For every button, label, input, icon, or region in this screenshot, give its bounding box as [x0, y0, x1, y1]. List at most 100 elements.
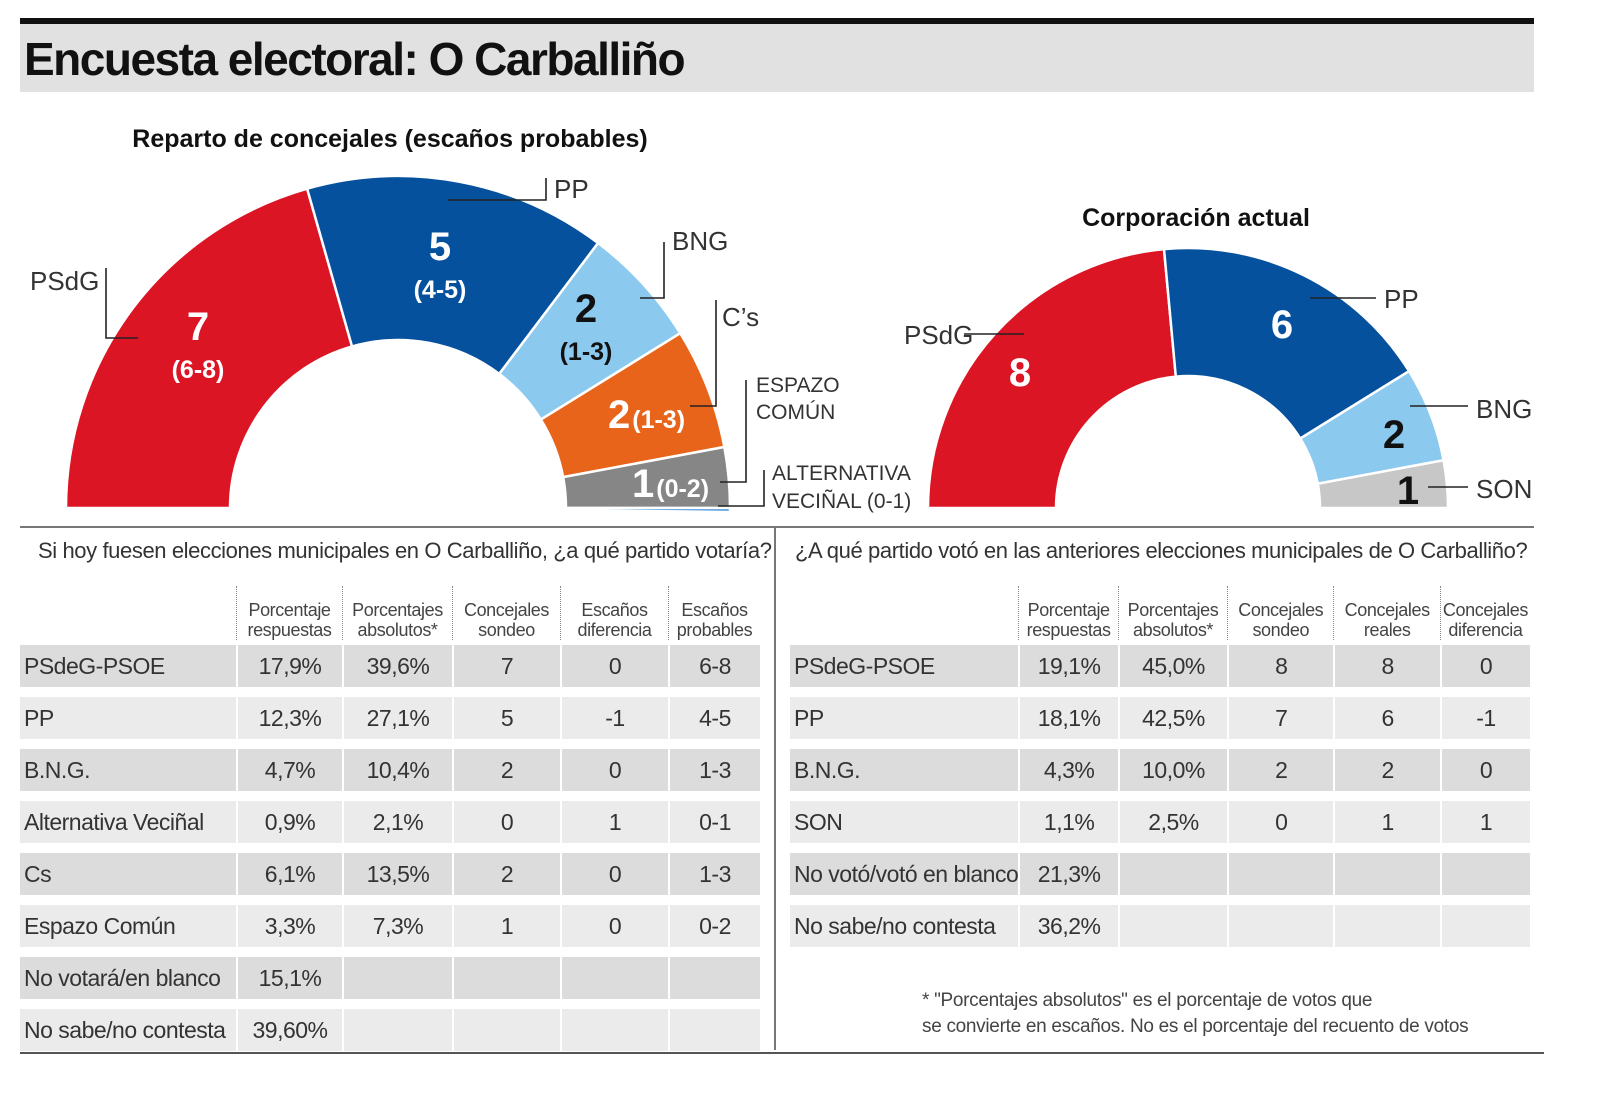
footnote-line: * "Porcentajes absolutos" es el porcenta… [922, 990, 1373, 1011]
table-cell: 1-3 [668, 848, 760, 900]
vote-intention-table: Porcentaje respuestas Porcentajes absolutos… [20, 586, 760, 1056]
table-cell: 0 [1227, 796, 1334, 848]
seat-segment-psdg [926, 247, 1178, 510]
column-header: Porcentajes absolutos* [342, 586, 452, 640]
chart2-title: Corporación actual [1082, 204, 1310, 232]
seat-range-psdg: (6-8) [172, 356, 225, 384]
table-cell: 2 [452, 744, 560, 796]
table-row: PP 12,3% 27,1% 5 -1 4-5 [20, 692, 760, 744]
table-cell: 0-2 [668, 900, 760, 952]
table-cell: 10,4% [342, 744, 452, 796]
table-cell: 27,1% [342, 692, 452, 744]
column-header: Concejales sondeo [452, 586, 560, 640]
party-label-psdg: PSdG [30, 266, 99, 296]
row-label: PP [20, 692, 236, 744]
table-cell: 1 [1333, 796, 1440, 848]
previous-vote-table: Porcentaje respuestas Porcentajes absolutos… [790, 586, 1530, 952]
seat-count-psdg: 7 [187, 305, 209, 349]
table-row: Cs 6,1% 13,5% 2 0 1-3 [20, 848, 760, 900]
table-cell: -1 [560, 692, 668, 744]
table-cell [1439, 848, 1530, 900]
hemicycle-charts: Reparto de concejales (escaños probables… [30, 125, 1532, 514]
table-cell [560, 952, 668, 1004]
table-cell: 39,60% [236, 1004, 342, 1056]
table-cell: 2,1% [342, 796, 452, 848]
table-cell: 0 [452, 796, 560, 848]
table-cell: 19,1% [1018, 640, 1118, 692]
table-cell: 8 [1333, 640, 1440, 692]
table-cell [668, 952, 760, 1004]
row-label: SON [790, 796, 1019, 848]
left-question: Si hoy fuesen elecciones municipales en … [38, 538, 772, 563]
right-question: ¿A qué partido votó en las anteriores el… [795, 538, 1528, 563]
table-cell: 1,1% [1018, 796, 1118, 848]
table-cell: 2 [1333, 744, 1440, 796]
table-cell: 1 [452, 900, 560, 952]
column-header: Concejales reales [1333, 586, 1439, 640]
table-cell: 42,5% [1117, 692, 1228, 744]
seat-segment-pp [305, 174, 600, 376]
table-cell: 0 [560, 848, 668, 900]
table-cell [452, 952, 560, 1004]
table-cell: 0 [1439, 744, 1530, 796]
table-cell [560, 1004, 668, 1056]
page-title: Encuesta electoral: O Carballiño [24, 33, 686, 85]
table-cell: 0 [560, 900, 668, 952]
leader-line-pp [448, 178, 547, 201]
party-label-alternativa-veci-al-0-1: ALTERNATIVA [772, 462, 911, 485]
seat-count-pp: 5 [429, 225, 451, 269]
bottom-rule [20, 1052, 1544, 1054]
table-cell: 36,2% [1018, 900, 1118, 952]
table-cell: 4,7% [236, 744, 342, 796]
table-cell: 0-1 [668, 796, 760, 848]
table-cell [1439, 900, 1530, 952]
row-label: No sabe/no contesta [790, 900, 1019, 952]
table-cell [1117, 848, 1228, 900]
header-blank [20, 586, 236, 640]
table-cell: 2,5% [1117, 796, 1228, 848]
table-row: PP 18,1% 42,5% 7 6 -1 [790, 692, 1530, 744]
leader-line-bng [640, 242, 665, 299]
party-label-pp: PP [1384, 284, 1419, 314]
table-cell [1333, 900, 1440, 952]
table-cell: 4-5 [668, 692, 760, 744]
row-label: B.N.G. [20, 744, 236, 796]
seat-count-pp: 6 [1271, 303, 1293, 347]
leader-line-espazo-com-n [720, 380, 747, 483]
table-cell: 3,3% [236, 900, 342, 952]
leader-line-psdg [105, 268, 138, 339]
table-row: B.N.G. 4,7% 10,4% 2 0 1-3 [20, 744, 760, 796]
seat-segment-pp [1162, 246, 1411, 441]
table-cell [452, 1004, 560, 1056]
table-cell: 10,0% [1117, 744, 1228, 796]
table-cell: 18,1% [1018, 692, 1118, 744]
row-label: PSdeG-PSOE [790, 640, 1019, 692]
seat-segment-son [1316, 458, 1450, 510]
party-label-pp: PP [554, 174, 589, 204]
leader-line-alternativa-veci-al-0-1 [718, 470, 765, 507]
table-cell: 39,6% [342, 640, 452, 692]
seat-segment-alternativa-veci-al-0-1 [564, 506, 732, 514]
column-header: Porcentajes absolutos* [1117, 586, 1227, 640]
table-row: B.N.G. 4,3% 10,0% 2 2 0 [790, 744, 1530, 796]
table-header-row: Porcentaje respuestas Porcentajes absolutos… [790, 586, 1530, 640]
seat-count-c-s: 2(1-3) [608, 393, 685, 437]
table-cell [668, 1004, 760, 1056]
table-cell: 8 [1227, 640, 1334, 692]
row-label: B.N.G. [790, 744, 1019, 796]
column-header: Porcentaje respuestas [1018, 586, 1118, 640]
party-label-psdg: PSdG [904, 320, 973, 350]
column-header: Concejales diferencia [1439, 586, 1530, 640]
table-row: PSdeG-PSOE 17,9% 39,6% 7 0 6-8 [20, 640, 760, 692]
section-divider [20, 526, 1534, 528]
table-cell: 6-8 [668, 640, 760, 692]
footnote: * "Porcentajes absolutos" es el porcenta… [922, 988, 1542, 1040]
chart1-title: Reparto de concejales (escaños probables… [132, 125, 647, 153]
chart1-hemicycle: 7(6-8)PSdG5(4-5)PP2(1-3)BNG2(1-3)C’s1(0-… [30, 174, 911, 514]
table-cell [342, 1004, 452, 1056]
table-row: No sabe/no contesta 39,60% [20, 1004, 760, 1056]
table-cell: 0 [1439, 640, 1530, 692]
table-cell [1117, 900, 1228, 952]
table-cell: 2 [1227, 744, 1334, 796]
party-label-alternativa-veci-al-0-1: VECIÑAL (0-1) [772, 489, 911, 513]
